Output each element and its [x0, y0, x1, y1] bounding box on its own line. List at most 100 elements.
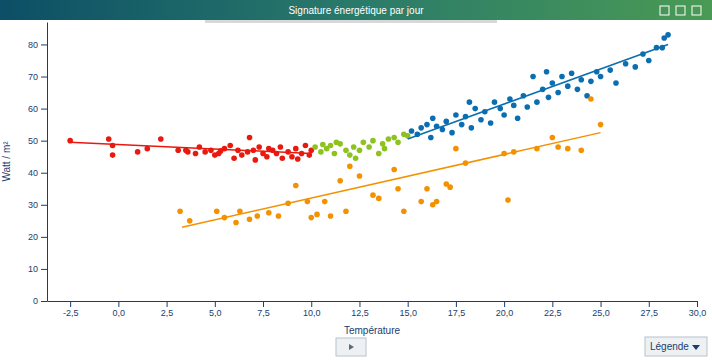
- point: [332, 151, 338, 157]
- y-axis-line: [47, 23, 48, 302]
- point: [418, 199, 424, 205]
- x-tick: 22,5: [544, 301, 562, 318]
- x-tick-mark: [601, 301, 602, 307]
- point: [366, 144, 372, 150]
- point: [430, 202, 436, 208]
- x-tick-mark: [215, 301, 216, 307]
- y-tick-label: 60: [28, 104, 38, 114]
- x-tick: 25,0: [592, 301, 610, 318]
- point: [534, 99, 540, 105]
- point: [515, 115, 521, 121]
- point: [646, 58, 652, 64]
- point: [598, 122, 604, 128]
- y-tick: 70: [28, 72, 47, 82]
- x-tick-mark: [118, 301, 119, 307]
- x-tick: 17,5: [448, 301, 466, 318]
- point: [575, 87, 581, 93]
- point: [135, 149, 141, 155]
- point: [158, 136, 164, 142]
- x-tick: 7,5: [257, 301, 270, 318]
- point: [343, 147, 349, 153]
- point: [347, 164, 353, 170]
- scatter-series: [67, 135, 314, 163]
- y-tick-mark: [41, 173, 47, 174]
- y-tick: 20: [28, 232, 47, 242]
- chart-window: Signature énergétique par jour-2,50,02,5…: [0, 0, 712, 360]
- point: [459, 122, 465, 128]
- point: [613, 80, 619, 86]
- point: [370, 192, 376, 198]
- point: [289, 154, 295, 160]
- point: [106, 136, 112, 142]
- x-tick-label: 12,5: [351, 308, 369, 318]
- x-tick-mark: [359, 301, 360, 307]
- point: [424, 122, 430, 128]
- point: [555, 144, 561, 150]
- point: [391, 167, 397, 173]
- collapse-tab[interactable]: [336, 338, 366, 356]
- x-tick-mark: [456, 301, 457, 307]
- y-tick-mark: [41, 205, 47, 206]
- x-tick-label: 20,0: [496, 308, 514, 318]
- point: [334, 139, 340, 145]
- x-axis-line: [48, 301, 698, 302]
- point: [505, 197, 511, 203]
- point: [453, 112, 459, 118]
- point: [569, 71, 575, 77]
- point: [295, 156, 301, 162]
- collapse-arrow: [349, 344, 354, 350]
- point: [430, 115, 436, 121]
- point: [555, 90, 561, 96]
- point: [607, 67, 613, 73]
- point: [401, 208, 407, 214]
- restore-button[interactable]: [676, 6, 685, 15]
- x-tick-label: 17,5: [448, 308, 466, 318]
- point: [318, 149, 324, 155]
- minimize-button[interactable]: [660, 6, 669, 15]
- point: [424, 186, 430, 192]
- close-button[interactable]: [692, 6, 701, 15]
- point: [395, 186, 401, 192]
- x-tick: 12,5: [351, 301, 369, 318]
- x-tick-label: 15,0: [399, 308, 417, 318]
- x-tick-label: 5,0: [209, 308, 222, 318]
- point: [588, 96, 594, 102]
- legend-button[interactable]: [645, 337, 707, 356]
- point: [308, 215, 314, 221]
- point: [544, 69, 550, 75]
- point: [239, 152, 245, 158]
- y-axis-title: Watt / m²: [1, 141, 12, 182]
- point: [312, 144, 318, 150]
- y-tick: 10: [28, 264, 47, 274]
- y-tick: 0: [33, 296, 47, 306]
- point: [546, 95, 552, 101]
- x-tick: 10,0: [303, 301, 321, 318]
- point: [472, 106, 478, 112]
- point: [202, 149, 208, 155]
- point: [175, 147, 181, 153]
- legend-button-label[interactable]: Légende: [650, 341, 689, 352]
- point: [231, 155, 237, 161]
- x-tick: 0,0: [113, 301, 126, 318]
- point: [578, 77, 584, 83]
- x-tick-mark: [311, 301, 312, 307]
- x-tick-label: 7,5: [257, 308, 270, 318]
- point: [391, 135, 397, 141]
- point: [357, 147, 363, 153]
- x-tick-label: 22,5: [544, 308, 562, 318]
- point: [469, 125, 475, 131]
- point: [501, 112, 507, 118]
- point: [418, 125, 424, 131]
- point: [110, 152, 116, 158]
- point: [280, 155, 286, 161]
- point: [447, 184, 453, 190]
- point: [227, 143, 233, 149]
- point: [264, 154, 270, 160]
- point: [386, 136, 392, 142]
- x-tick: 27,5: [641, 301, 659, 318]
- y-tick-label: 50: [28, 136, 38, 146]
- y-tick-label: 40: [28, 168, 38, 178]
- y-tick-label: 10: [28, 264, 38, 274]
- trend-line: [70, 142, 311, 153]
- point: [254, 213, 260, 219]
